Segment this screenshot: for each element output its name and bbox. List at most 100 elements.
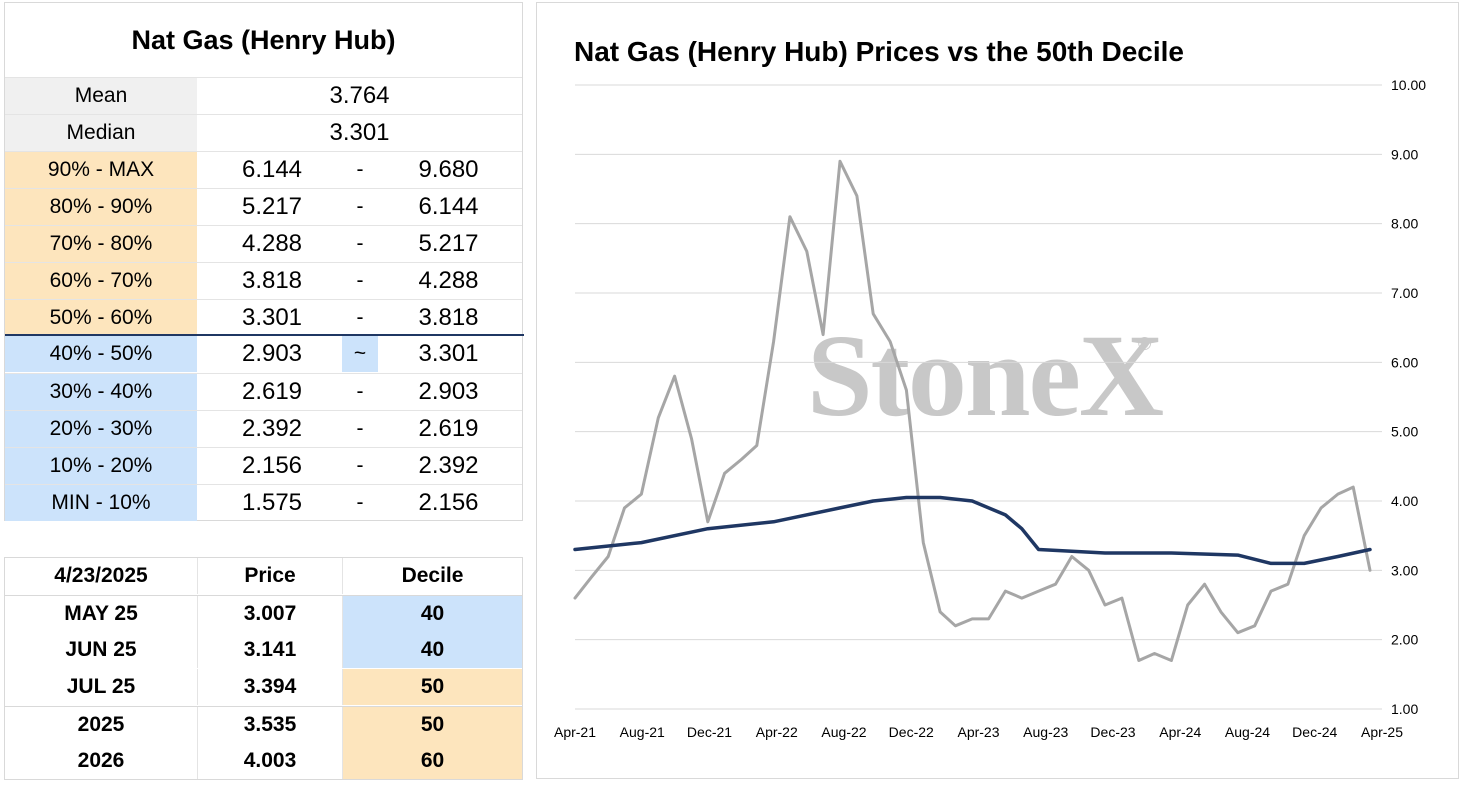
- y-tick-label: 5.00: [1391, 424, 1418, 440]
- y-tick-label: 4.00: [1391, 493, 1418, 509]
- contract-name: MAY 25: [64, 602, 138, 625]
- contract-decile: 40: [342, 596, 522, 632]
- decile-high: 3.301: [418, 340, 479, 367]
- x-tick-label: Dec-22: [889, 724, 934, 740]
- decile-high: 2.392: [418, 452, 479, 479]
- contract-name: 2026: [77, 749, 125, 772]
- decile-row: 30% - 40% 2.619 - 2.903: [5, 373, 522, 410]
- chart-plot-area: 1.00 2.00 3.00 4.00 5.00 6.00 7.00 8.00 9.00 10.0…: [554, 77, 1426, 740]
- decile-row: 20% - 30% 2.392 - 2.619: [5, 410, 522, 447]
- decile-row: 50% - 60% 3.301 - 3.818: [5, 299, 522, 336]
- decile-separator: -: [356, 491, 364, 514]
- decile-high: 2.619: [418, 415, 479, 442]
- header-price: Price: [197, 558, 342, 594]
- decile-label: 10% - 20%: [5, 448, 197, 484]
- decile-label: 60% - 70%: [5, 263, 197, 299]
- decile-low: 2.903: [241, 340, 303, 367]
- x-tick-label: Aug-24: [1225, 724, 1270, 740]
- y-tick-label: 1.00: [1391, 701, 1418, 717]
- table-row: 2026 4.003 60: [5, 743, 522, 780]
- decile-series-line: [573, 495, 1372, 566]
- median-value: 3.301: [329, 119, 390, 146]
- contract-price: 3.007: [197, 596, 342, 632]
- decile-row: 10% - 20% 2.156 - 2.392: [5, 447, 522, 484]
- decile-low: 3.301: [241, 304, 303, 331]
- contract-name: JUN 25: [65, 638, 137, 661]
- decile-high: 4.288: [418, 267, 479, 294]
- decile-low: 2.156: [241, 452, 303, 479]
- median-divider: [5, 334, 524, 336]
- contract-name: 2025: [77, 713, 125, 736]
- contract-price: 3.394: [197, 669, 342, 705]
- decile-separator: -: [356, 306, 364, 329]
- decile-low: 2.392: [241, 415, 303, 442]
- contract-price-table: 4/23/2025 Price Decile MAY 25 3.007 40 J…: [4, 557, 523, 780]
- decile-separator: -: [356, 417, 364, 440]
- decile-high: 2.156: [418, 489, 479, 516]
- contract-decile: 50: [342, 669, 522, 705]
- decile-row: 90% - MAX 6.144 - 9.680: [5, 151, 522, 188]
- registered-mark: ®: [1138, 334, 1152, 354]
- y-tick-label: 8.00: [1391, 216, 1418, 232]
- decile-label: 90% - MAX: [5, 152, 197, 188]
- x-tick-label: Apr-25: [1361, 724, 1403, 740]
- stats-title: Nat Gas (Henry Hub): [131, 25, 396, 55]
- decile-stats-table: Nat Gas (Henry Hub) Mean 3.764 Median 3.…: [4, 2, 524, 521]
- x-tick-label: Apr-24: [1159, 724, 1201, 740]
- x-tick-label: Apr-23: [957, 724, 999, 740]
- decile-low: 2.619: [241, 378, 303, 405]
- decile-high: 9.680: [418, 156, 479, 183]
- header-date: 4/23/2025: [54, 564, 148, 587]
- median-row: Median 3.301: [5, 114, 522, 151]
- decile-low: 5.217: [241, 193, 303, 220]
- mean-value: 3.764: [329, 82, 390, 109]
- contract-price: 4.003: [197, 743, 342, 779]
- decile-low: 4.288: [241, 230, 303, 257]
- decile-high: 5.217: [418, 230, 479, 257]
- decile-row: 40% - 50% 2.903 ~ 3.301: [5, 336, 522, 373]
- contract-decile: 60: [342, 743, 522, 779]
- decile-label: 20% - 30%: [5, 411, 197, 447]
- table-header-row: 4/23/2025 Price Decile: [5, 558, 522, 595]
- y-tick-label: 6.00: [1391, 354, 1418, 370]
- decile-separator: -: [356, 269, 364, 292]
- stonex-watermark: StoneX: [807, 310, 1164, 441]
- decile-label: 40% - 50%: [5, 336, 197, 372]
- table-row: 2025 3.535 50: [5, 706, 522, 743]
- decile-low: 3.818: [241, 267, 303, 294]
- decile-row: MIN - 10% 1.575 - 2.156: [5, 484, 522, 521]
- mean-label: Mean: [5, 78, 197, 114]
- contract-price: 3.141: [197, 632, 342, 668]
- contract-decile: 40: [342, 632, 522, 668]
- decile-separator: -: [356, 158, 364, 181]
- y-tick-label: 9.00: [1391, 146, 1418, 162]
- decile-separator: -: [356, 380, 364, 403]
- table-row: JUN 25 3.141 40: [5, 632, 522, 669]
- decile-high: 6.144: [418, 193, 479, 220]
- decile-label: 50% - 60%: [5, 300, 197, 336]
- price-series-line: [573, 159, 1372, 662]
- x-tick-label: Apr-21: [554, 724, 596, 740]
- x-tick-label: Aug-22: [821, 724, 866, 740]
- decile-low: 1.575: [241, 489, 303, 516]
- x-tick-label: Dec-24: [1292, 724, 1337, 740]
- decile-separator: -: [356, 232, 364, 255]
- decile-low: 6.144: [241, 156, 303, 183]
- contract-name: JUL 25: [66, 675, 136, 698]
- contract-price: 3.535: [197, 707, 342, 743]
- y-tick-label: 3.00: [1391, 562, 1418, 578]
- price-chart: Nat Gas (Henry Hub) Prices vs the 50th D…: [536, 2, 1459, 779]
- decile-high: 2.903: [418, 378, 479, 405]
- decile-row: 80% - 90% 5.217 - 6.144: [5, 188, 522, 225]
- decile-label: 30% - 40%: [5, 374, 197, 410]
- decile-label: 70% - 80%: [5, 226, 197, 262]
- decile-separator: -: [356, 454, 364, 477]
- mean-row: Mean 3.764: [5, 77, 522, 114]
- x-tick-label: Apr-22: [756, 724, 798, 740]
- contract-decile: 50: [342, 707, 522, 743]
- decile-separator: ~: [342, 336, 378, 372]
- table-row: MAY 25 3.007 40: [5, 595, 522, 632]
- x-tick-label: Dec-21: [687, 724, 732, 740]
- decile-row: 60% - 70% 3.818 - 4.288: [5, 262, 522, 299]
- x-tick-label: Dec-23: [1090, 724, 1135, 740]
